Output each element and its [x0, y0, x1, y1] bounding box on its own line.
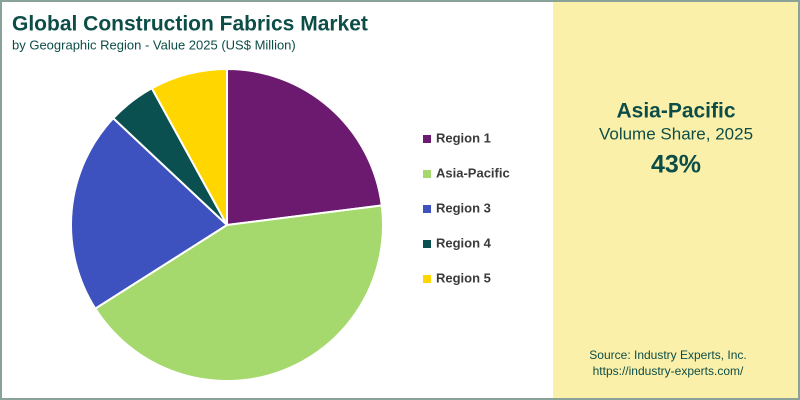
- highlight-value: 43%: [651, 151, 701, 179]
- legend-swatch: [423, 240, 431, 248]
- highlight-panel: [553, 0, 800, 400]
- legend-swatch: [423, 275, 431, 283]
- legend-label: Region 1: [436, 130, 491, 145]
- legend-label: Region 5: [436, 270, 491, 285]
- source: Source: Industry Experts, Inc.: [589, 348, 746, 362]
- pie-slice: [70, 116, 229, 310]
- source-url: https://industry-experts.com/: [593, 364, 744, 378]
- legend-label: Region 3: [436, 200, 491, 215]
- chart-subtitle: by Geographic Region - Value 2025 (US$ M…: [12, 37, 296, 52]
- legend-label: Asia-Pacific: [436, 165, 510, 180]
- legend-swatch: [423, 205, 431, 213]
- highlight-region: Asia-Pacific: [616, 100, 735, 123]
- highlight-label: Volume Share, 2025: [599, 124, 753, 143]
- pie-slice: [226, 67, 383, 227]
- legend-swatch: [423, 170, 431, 178]
- pie-slice: [150, 67, 228, 226]
- legend-label: Region 4: [436, 235, 492, 250]
- chart-title: Global Construction Fabrics Market: [12, 13, 368, 36]
- legend-swatch: [423, 135, 431, 143]
- pie-slice: [93, 204, 384, 382]
